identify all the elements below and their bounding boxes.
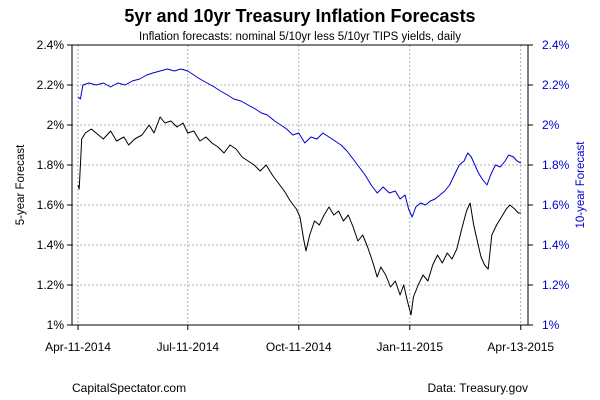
left-tick-label: 1.6%: [37, 198, 65, 212]
left-tick-label: 2.2%: [37, 78, 65, 92]
x-tick-label: Apr-13-2015: [487, 340, 554, 354]
right-tick-label: 1.6%: [542, 198, 570, 212]
grid: [72, 44, 528, 326]
series-line-5yr: [77, 116, 521, 316]
right-tick-label: 1%: [542, 318, 560, 332]
left-tick-label: 1.8%: [37, 158, 65, 172]
right-axis: 1% 1.2% 1.4% 1.6% 1.8% 2% 2.2% 2.4%: [528, 38, 570, 332]
x-tick-label: Jan-11-2015: [377, 340, 444, 354]
footer-source-left: CapitalSpectator.com: [72, 381, 186, 395]
chart-subtitle: Inflation forecasts: nominal 5/10yr less…: [139, 31, 461, 43]
right-tick-label: 2.2%: [542, 78, 570, 92]
chart-title: 5yr and 10yr Treasury Inflation Forecast…: [124, 6, 475, 26]
left-tick-label: 2%: [47, 118, 65, 132]
right-tick-label: 1.4%: [542, 238, 570, 252]
left-axis-label: 5-year Forecast: [15, 144, 27, 225]
series-line-10yr: [77, 68, 522, 218]
plot-frame: [71, 44, 529, 326]
footer-source-right: Data: Treasury.gov: [428, 381, 529, 395]
series-group: [77, 68, 522, 316]
right-tick-label: 2%: [542, 118, 560, 132]
right-tick-label: 1.2%: [542, 278, 570, 292]
x-tick-label: Oct-11-2014: [266, 340, 332, 354]
left-axis: 1% 1.2% 1.4% 1.6% 1.8% 2% 2.2% 2.4%: [37, 38, 72, 332]
left-tick-label: 1%: [47, 318, 65, 332]
x-axis: Apr-11-2014 Jul-11-2014 Oct-11-2014 Jan-11-…: [45, 325, 554, 354]
left-tick-label: 2.4%: [37, 38, 65, 52]
x-tick-label: Apr-11-2014: [45, 340, 111, 354]
right-tick-label: 1.8%: [542, 158, 570, 172]
right-axis-label: 10-year Forecast: [575, 141, 587, 229]
left-tick-label: 1.4%: [37, 238, 65, 252]
right-tick-label: 2.4%: [542, 38, 570, 52]
x-tick-label: Jul-11-2014: [157, 340, 220, 354]
left-tick-label: 1.2%: [37, 278, 65, 292]
